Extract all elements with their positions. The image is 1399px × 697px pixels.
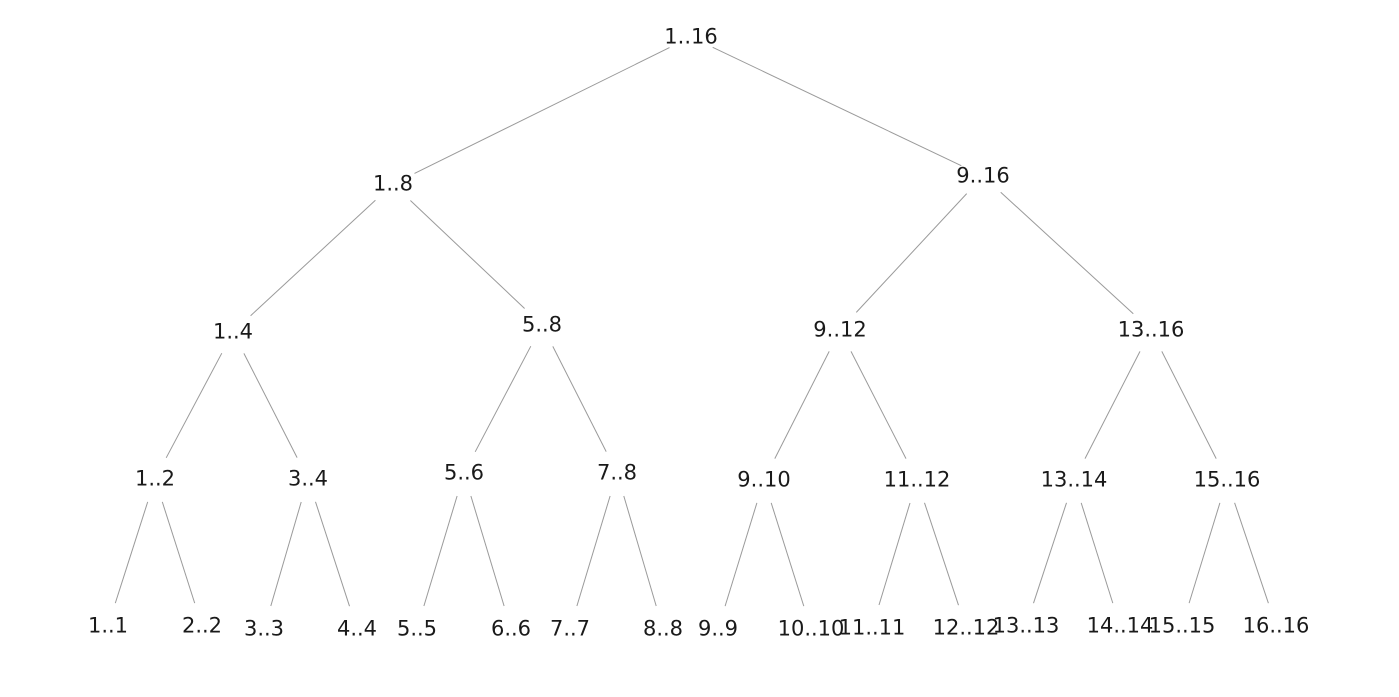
edge-13_14-to-14_14 (1080, 502, 1114, 604)
tree-node-9-16: 9..16 (956, 163, 1010, 188)
tree-node-5-5: 5..5 (396, 616, 438, 641)
edge-7_8-to-7_7 (576, 495, 611, 607)
tree-node-4-4: 4..4 (336, 616, 378, 641)
edge-13_16-to-15_16 (1161, 351, 1217, 459)
tree-node-9-10: 9..10 (737, 467, 791, 492)
edge-13_14-to-13_13 (1033, 502, 1067, 604)
tree-node-5-8: 5..8 (521, 312, 563, 337)
edge-3_4-to-4_4 (315, 501, 350, 607)
tree-node-3-4: 3..4 (287, 466, 329, 491)
edge-5_6-to-6_6 (470, 495, 505, 607)
edge-9_10-to-10_10 (770, 502, 805, 607)
edge-9_16-to-13_16 (1000, 191, 1134, 315)
edge-1_2-to-2_2 (161, 501, 196, 604)
edge-15_16-to-15_15 (1188, 502, 1221, 604)
tree-node-8-8: 8..8 (642, 616, 684, 641)
tree-node-12-12: 12..12 (932, 615, 1000, 640)
tree-node-11-11: 11..11 (838, 615, 906, 640)
tree-node-15-16: 15..16 (1193, 467, 1261, 492)
tree-node-10-10: 10..10 (777, 616, 845, 641)
tree-node-16-16: 16..16 (1242, 613, 1310, 638)
tree-node-13-13: 13..13 (992, 613, 1060, 638)
tree-node-13-16: 13..16 (1117, 317, 1185, 342)
tree-node-13-14: 13..14 (1040, 467, 1108, 492)
tree-node-2-2: 2..2 (181, 613, 223, 638)
edge-5_6-to-5_5 (423, 495, 458, 607)
edge-11_12-to-12_12 (924, 502, 959, 606)
edge-1_16-to-1_8 (414, 47, 670, 174)
tree-node-15-15: 15..15 (1148, 613, 1216, 638)
tree-node-1-1: 1..1 (87, 613, 129, 638)
tree-node-3-3: 3..3 (243, 616, 285, 641)
tree-node-1-16: 1..16 (664, 24, 718, 49)
edge-9_16-to-9_12 (855, 193, 968, 313)
edge-9_12-to-9_10 (774, 351, 830, 459)
edge-1_8-to-1_4 (250, 199, 376, 317)
tree-node-1-8: 1..8 (372, 171, 414, 196)
edge-13_16-to-13_14 (1084, 351, 1141, 459)
edge-9_12-to-11_12 (850, 351, 907, 459)
edge-9_10-to-9_9 (724, 502, 758, 607)
tree-node-7-7: 7..7 (549, 616, 591, 641)
edge-11_12-to-11_11 (878, 502, 911, 606)
edge-3_4-to-3_3 (270, 501, 302, 607)
edge-1_4-to-1_2 (165, 352, 223, 459)
edge-1_4-to-3_4 (243, 353, 298, 458)
tree-node-6-6: 6..6 (490, 616, 532, 641)
edge-5_8-to-7_8 (552, 346, 607, 452)
tree-node-11-12: 11..12 (883, 467, 951, 492)
tree-node-1-2: 1..2 (134, 466, 176, 491)
tree-node-5-6: 5..6 (443, 460, 485, 485)
tree-node-1-4: 1..4 (212, 319, 254, 344)
tree-node-7-8: 7..8 (596, 460, 638, 485)
tree-node-9-9: 9..9 (697, 616, 739, 641)
edge-1_16-to-9_16 (712, 46, 962, 167)
edge-5_8-to-5_6 (474, 345, 532, 453)
tree-node-9-12: 9..12 (813, 317, 867, 342)
edge-7_8-to-8_8 (623, 495, 657, 607)
tree-node-14-14: 14..14 (1086, 613, 1154, 638)
edge-1_2-to-1_1 (114, 501, 149, 604)
edge-1_8-to-5_8 (410, 200, 525, 309)
edge-15_16-to-16_16 (1234, 502, 1269, 604)
